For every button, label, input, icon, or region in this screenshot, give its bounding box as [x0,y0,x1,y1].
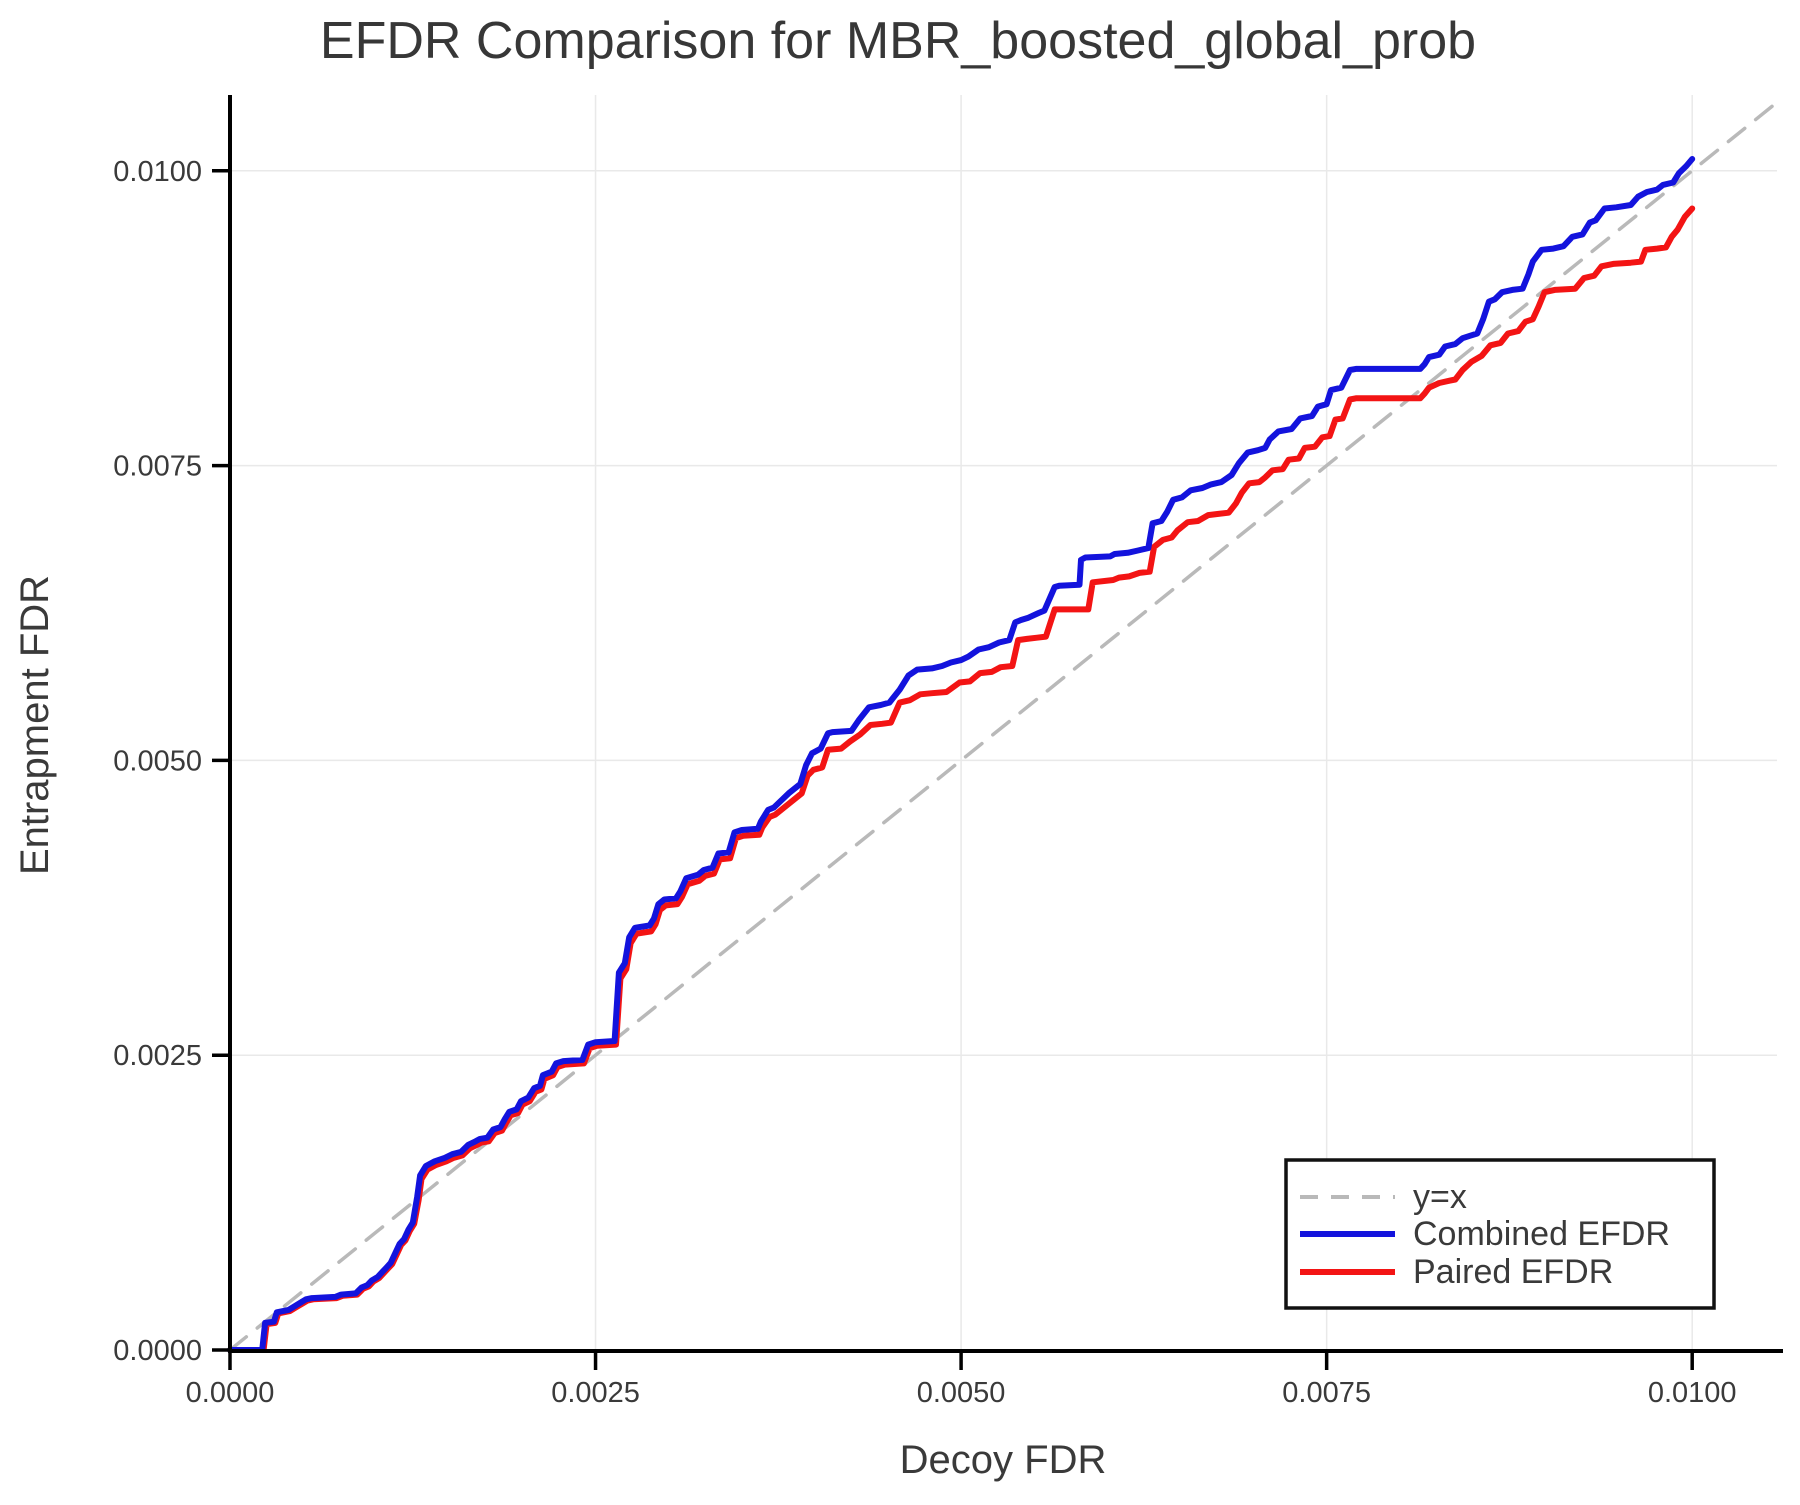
x-tick-label: 0.0000 [186,1377,275,1409]
y-axis-label: Entrapment FDR [13,575,57,875]
chart-title: EFDR Comparison for MBR_boosted_global_p… [320,12,1476,70]
tick-marks [212,169,1694,1370]
x-tick-label: 0.0075 [1282,1377,1371,1409]
legend-label-combined: Combined EFDR [1413,1215,1670,1253]
axes-spines [228,95,1783,1353]
paired-efdr-line [227,205,1696,1353]
y-tick-label: 0.0050 [113,745,202,777]
y-tick-labels: 0.0000 0.0025 0.0050 0.0075 0.0100 [113,156,202,1367]
y-tick-label: 0.0100 [113,156,202,188]
legend-label-identity: y=x [1413,1178,1467,1216]
legend: y=x Combined EFDR Paired EFDR [1284,1158,1716,1310]
legend-label-paired: Paired EFDR [1413,1253,1613,1291]
x-axis-label: Decoy FDR [900,1438,1107,1482]
x-tick-label: 0.0025 [551,1377,640,1409]
y-tick-label: 0.0075 [113,451,202,483]
x-tick-labels: 0.0000 0.0025 0.0050 0.0075 0.0100 [186,1377,1737,1409]
combined-efdr-line [227,156,1696,1353]
y-tick-label: 0.0000 [113,1335,202,1367]
x-tick-label: 0.0050 [917,1377,1006,1409]
x-tick-label: 0.0100 [1648,1377,1737,1409]
y-tick-label: 0.0025 [113,1040,202,1072]
